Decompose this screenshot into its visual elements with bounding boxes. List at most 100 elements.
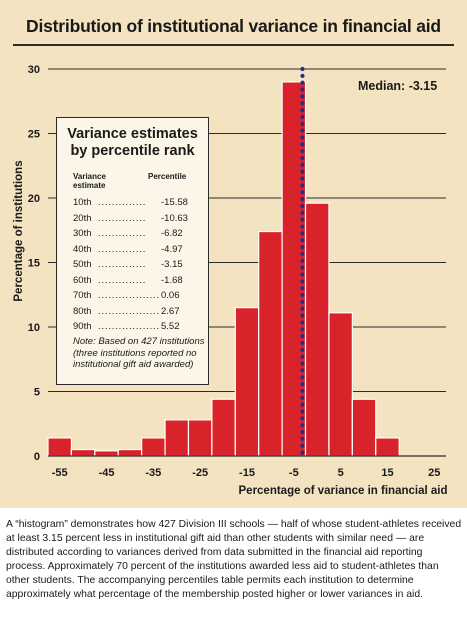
- rank-cell: 40th: [73, 243, 92, 255]
- x-tick-label: 5: [338, 467, 344, 479]
- table-row: 30th.............. -6.82: [57, 226, 208, 242]
- value-cell: 0.06: [161, 290, 180, 301]
- median-marker-dot: [300, 155, 305, 161]
- table-row: 40th.............. -4.97: [57, 242, 208, 258]
- table-row: 50th.............. -3.15: [57, 257, 208, 273]
- dot-leader: ..................: [98, 290, 160, 301]
- table-row: 90th.................. 5.52: [57, 319, 208, 335]
- x-tick-label: 25: [428, 467, 440, 479]
- rank-cell: 80th: [73, 305, 92, 317]
- rank-cell: 50th: [73, 259, 92, 270]
- median-marker-dot: [300, 197, 305, 202]
- histogram-bar: [258, 230, 283, 457]
- dot-leader: ..............: [98, 259, 147, 270]
- x-axis-label: Percentage of variance in financial aid: [238, 485, 448, 497]
- median-marker-dot: [300, 128, 305, 133]
- x-tick-label: -15: [239, 467, 255, 479]
- median-marker-dot: [300, 73, 305, 78]
- histogram-bar: [47, 437, 73, 457]
- median-marker-dot: [300, 395, 305, 400]
- dot-leader: ..............: [98, 212, 147, 224]
- median-marker-dot: [300, 114, 305, 120]
- x-tick-label: 15: [381, 467, 393, 479]
- median-marker-dot: [300, 162, 305, 167]
- table-note: Note: Based on 427 institutions (three i…: [73, 336, 205, 370]
- column-header-variance: Variance estimate: [73, 172, 106, 190]
- value-cell: -3.15: [161, 259, 183, 270]
- y-tick-label: 15: [28, 258, 40, 270]
- caption: A “histogram” demonstrates how 427 Divis…: [6, 519, 462, 601]
- dot-leader: ..............: [98, 197, 147, 208]
- percentile-table-title: Variance estimates by percentile rank: [67, 126, 198, 159]
- median-marker-dot: [300, 299, 305, 304]
- median-marker-dot: [300, 66, 305, 72]
- median-marker-dot: [300, 265, 305, 270]
- median-marker-dot: [300, 210, 305, 215]
- median-marker-dot: [300, 87, 305, 92]
- median-marker-dot: [300, 231, 305, 236]
- median-marker-dot: [300, 347, 305, 352]
- dot-leader: ..................: [98, 305, 160, 317]
- median-marker-dot: [300, 245, 305, 250]
- y-tick-label: 5: [34, 387, 40, 399]
- x-tick-label: -35: [145, 467, 161, 479]
- median-marker-dot: [300, 251, 305, 257]
- y-tick-label: 30: [28, 64, 40, 76]
- median-marker-dot: [300, 292, 305, 298]
- rank-cell: 30th: [73, 228, 92, 239]
- dot-leader: ..............: [98, 228, 147, 239]
- value-cell: -4.97: [161, 243, 183, 255]
- x-tick-label: -25: [192, 467, 208, 479]
- median-label: Median: -3.15: [358, 79, 438, 93]
- histogram-bar: [211, 398, 236, 457]
- rank-cell: 20th: [73, 212, 92, 224]
- median-marker-dot: [300, 190, 305, 195]
- median-marker-dot: [300, 108, 305, 113]
- percentile-rows: 10th.............. -15.58 20th...........…: [57, 195, 208, 335]
- value-cell: 2.67: [161, 305, 180, 317]
- histogram-bar: [141, 437, 166, 457]
- median-marker-dot: [300, 94, 305, 99]
- median-marker-dot: [300, 429, 305, 435]
- rank-cell: 10th: [73, 197, 92, 208]
- median-marker-dot: [300, 409, 305, 414]
- x-tick-label: -55: [52, 467, 68, 479]
- median-marker-dot: [300, 135, 305, 140]
- histogram-bar: [375, 437, 400, 457]
- title-divider: [13, 44, 454, 46]
- median-marker-dot: [300, 169, 305, 174]
- table-row: 10th.............. -15.58: [57, 195, 208, 211]
- histogram-bar: [304, 202, 330, 457]
- rank-cell: 70th: [73, 290, 92, 301]
- median-marker-dot: [300, 402, 305, 407]
- rank-cell: 60th: [73, 274, 92, 286]
- x-tick-label: -45: [99, 467, 115, 479]
- histogram-bar: [351, 398, 377, 457]
- median-marker-dot: [300, 443, 305, 448]
- median-marker-dot: [300, 450, 305, 455]
- median-marker-dot: [300, 101, 305, 106]
- median-marker-dot: [300, 382, 305, 387]
- median-marker-dot: [300, 80, 305, 85]
- histogram-bar: [187, 419, 213, 457]
- median-marker-dot: [300, 272, 305, 277]
- table-row: 60th.............. -1.68: [57, 273, 208, 289]
- median-marker-dot: [300, 320, 305, 325]
- median-marker-dot: [300, 217, 305, 222]
- y-tick-label: 10: [28, 322, 40, 334]
- median-marker-dot: [300, 183, 305, 188]
- table-row: 70th.................. 0.06: [57, 288, 208, 304]
- y-tick-label: 0: [34, 451, 40, 463]
- percentile-table: Variance estimates by percentile rank Va…: [56, 117, 209, 385]
- median-marker-dot: [300, 176, 305, 181]
- value-cell: -10.63: [161, 212, 188, 224]
- value-cell: -15.58: [161, 197, 188, 208]
- rank-cell: 90th: [73, 321, 92, 332]
- table-row: 20th.............. -10.63: [57, 211, 208, 227]
- histogram-bar: [164, 419, 190, 457]
- value-cell: -1.68: [161, 274, 183, 286]
- y-tick-label: 25: [28, 129, 40, 141]
- y-axis-label: Percentage of institutions: [13, 160, 25, 302]
- table-row: 80th.................. 2.67: [57, 304, 208, 320]
- median-marker-dot: [300, 313, 305, 318]
